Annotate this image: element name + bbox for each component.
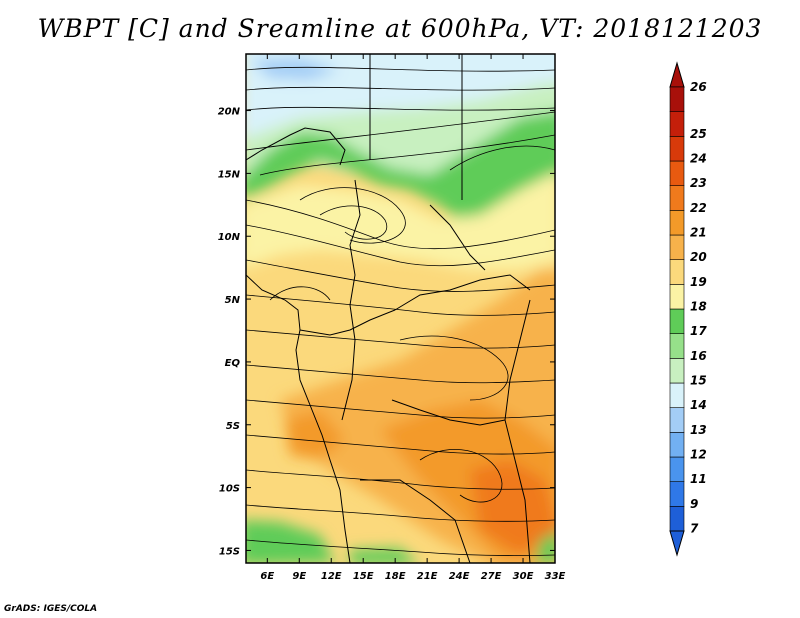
colorbar-swatch — [669, 308, 685, 334]
colorbar-swatch — [669, 136, 685, 162]
colorbar-label: 26 — [690, 80, 707, 94]
axis-ticks — [246, 54, 556, 563]
colorbar-swatch — [669, 333, 685, 359]
colorbar-swatch — [669, 259, 685, 285]
colorbar-label: 19 — [690, 275, 707, 289]
colorbar-min-arrow — [669, 530, 685, 557]
lon-tick-label: 33E — [545, 571, 566, 582]
map-title: WBPT [C] and Sreamline at 600hPa, VT: 20… — [37, 14, 763, 43]
colorbar-swatch — [669, 210, 685, 236]
streamlines — [246, 66, 555, 556]
lon-tick-label: 27E — [481, 571, 502, 582]
colorbar-swatch — [669, 185, 685, 211]
axis-labels: 6E 9E 12E 15E 18E 21E 24E 27E 30E 33E 20N 15N 10N 5N E… — [218, 107, 566, 582]
colorbar-label: 7 — [690, 522, 699, 536]
colorbar-label: 21 — [690, 226, 707, 240]
colorbar-swatch — [669, 234, 685, 260]
lon-tick-label: 6E — [260, 571, 274, 582]
lat-tick-label: 5S — [226, 421, 240, 432]
colorbar-label: 17 — [690, 324, 707, 338]
lat-tick-label: 15S — [219, 546, 240, 557]
colorbar-label: 23 — [690, 176, 707, 190]
colorbar-swatch — [669, 111, 685, 137]
colorbar-label: 15 — [690, 374, 707, 388]
colorbar-label: 14 — [690, 398, 707, 412]
colorbar-swatch — [669, 506, 685, 532]
colorbar-label: 13 — [690, 423, 707, 437]
lon-tick-label: 12E — [321, 571, 342, 582]
colorbar-max-arrow — [669, 61, 685, 88]
lon-tick-label: 9E — [292, 571, 306, 582]
grads-credit: GrADS: IGES/COLA — [4, 604, 98, 614]
colorbar-label: 16 — [690, 349, 707, 363]
lat-tick-label: 10S — [219, 484, 240, 495]
lat-tick-label: 15N — [218, 169, 241, 180]
colorbar-swatch — [669, 481, 685, 507]
wbpt-field — [246, 54, 555, 563]
colorbar-label: 12 — [690, 448, 707, 462]
colorbar-label: 9 — [690, 497, 698, 511]
colorbar-swatch — [669, 284, 685, 310]
colorbar-label: 24 — [690, 152, 707, 166]
colorbar: 7 9 11 12 13 14 15 16 17 18 19 20 21 22 23 24 25 26 — [669, 61, 707, 557]
lat-tick-label: 20N — [218, 107, 241, 118]
lat-tick-label: EQ — [225, 358, 241, 369]
lon-tick-label: 15E — [353, 571, 374, 582]
lon-tick-label: 18E — [385, 571, 406, 582]
colorbar-label: 11 — [690, 472, 707, 486]
colorbar-swatch — [669, 160, 685, 186]
lat-tick-label: 10N — [218, 232, 241, 243]
colorbar-swatch — [669, 432, 685, 458]
colorbar-label: 18 — [690, 300, 707, 314]
lon-tick-label: 30E — [513, 571, 534, 582]
lon-tick-label: 24E — [449, 571, 470, 582]
colorbar-label: 22 — [690, 201, 707, 215]
colorbar-swatch — [669, 407, 685, 433]
colorbar-swatch — [669, 382, 685, 408]
colorbar-swatch — [669, 358, 685, 384]
colorbar-swatch — [669, 86, 685, 112]
colorbar-label: 20 — [690, 250, 707, 264]
lon-tick-label: 21E — [417, 571, 438, 582]
colorbar-label: 25 — [690, 127, 707, 141]
plot-frame — [245, 53, 556, 564]
country-borders — [246, 54, 531, 563]
lat-tick-label: 5N — [225, 295, 241, 306]
colorbar-swatch — [669, 456, 685, 482]
